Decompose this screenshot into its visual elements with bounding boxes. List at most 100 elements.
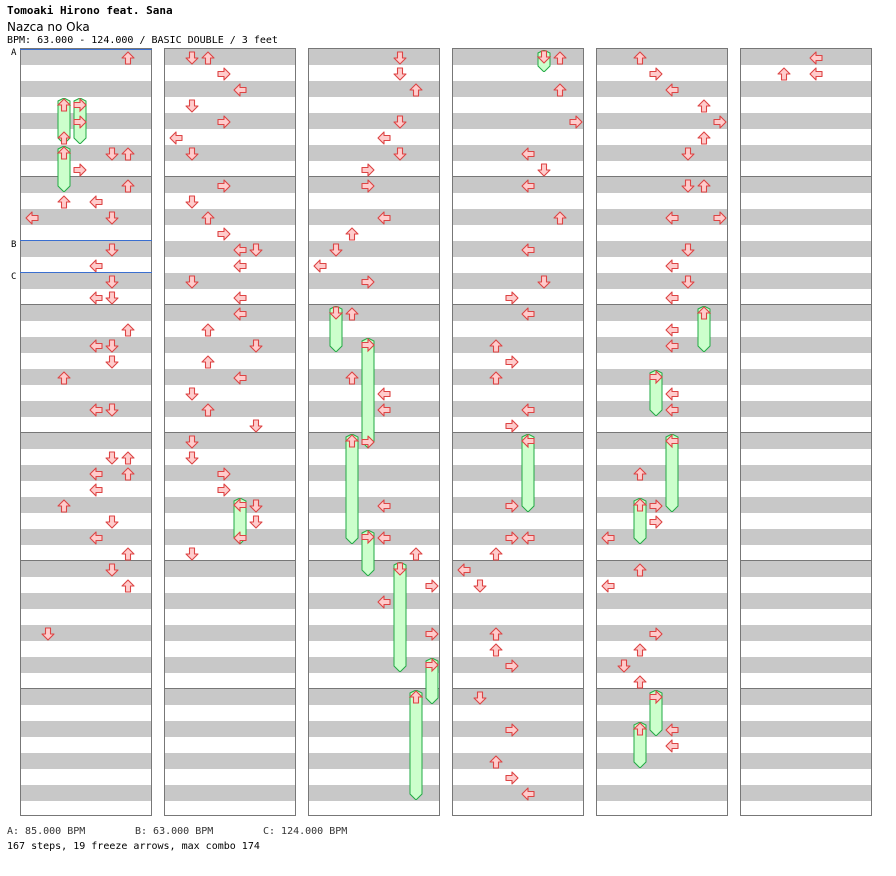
up-arrow-icon (633, 642, 647, 657)
freeze-arrow (536, 49, 552, 73)
up-arrow-icon (201, 354, 215, 369)
up-arrow-icon (57, 498, 71, 513)
right-arrow-icon (361, 274, 375, 289)
left-arrow-icon (521, 146, 535, 161)
down-arrow-icon (185, 274, 199, 289)
step-summary: 167 steps, 19 freeze arrows, max combo 1… (7, 841, 260, 852)
down-arrow-icon (185, 194, 199, 209)
up-arrow-icon (121, 466, 135, 481)
measure-line (741, 560, 871, 561)
down-arrow-icon (249, 242, 263, 257)
right-arrow-icon (649, 514, 663, 529)
song-title: Nazca no Oka (7, 20, 90, 34)
down-arrow-icon (537, 162, 551, 177)
right-arrow-icon (505, 290, 519, 305)
left-arrow-icon (601, 530, 615, 545)
up-arrow-icon (489, 626, 503, 641)
right-arrow-icon (361, 434, 375, 449)
down-arrow-icon (105, 354, 119, 369)
down-arrow-icon (185, 50, 199, 65)
section-line (20, 272, 152, 273)
up-arrow-icon (57, 194, 71, 209)
down-arrow-icon (105, 242, 119, 257)
right-arrow-icon (217, 66, 231, 81)
left-arrow-icon (89, 482, 103, 497)
up-arrow-icon (121, 322, 135, 337)
left-arrow-icon (809, 50, 823, 65)
up-arrow-icon (553, 82, 567, 97)
up-arrow-icon (409, 546, 423, 561)
bpm-c-label: C: 124.000 BPM (263, 826, 348, 837)
up-arrow-icon (409, 82, 423, 97)
measure-line (21, 176, 151, 177)
up-arrow-icon (697, 98, 711, 113)
chart-meta: BPM: 63.000 - 124.000 / BASIC DOUBLE / 3… (7, 35, 278, 46)
freeze-arrow (361, 529, 375, 577)
left-arrow-icon (377, 130, 391, 145)
measure-line (21, 688, 151, 689)
measure-line (741, 688, 871, 689)
song-artist: Tomoaki Hirono feat. Sana (7, 4, 173, 17)
chart-column (308, 48, 440, 816)
left-arrow-icon (89, 402, 103, 417)
down-arrow-icon (105, 210, 119, 225)
chart-column (740, 48, 872, 816)
right-arrow-icon (505, 418, 519, 433)
freeze-arrow (425, 657, 439, 705)
measure-line (309, 688, 439, 689)
measure-line (309, 176, 439, 177)
down-arrow-icon (249, 498, 263, 513)
measure-line (597, 560, 727, 561)
right-arrow-icon (569, 114, 583, 129)
left-arrow-icon (377, 402, 391, 417)
measure-line (597, 688, 727, 689)
measure-line (741, 432, 871, 433)
left-arrow-icon (665, 738, 679, 753)
left-arrow-icon (665, 386, 679, 401)
up-arrow-icon (201, 50, 215, 65)
bpm-legend: A: 85.000 BPM B: 63.000 BPM C: 124.000 BPM (7, 826, 347, 837)
up-arrow-icon (697, 178, 711, 193)
left-arrow-icon (25, 210, 39, 225)
freeze-arrow (632, 497, 648, 545)
up-arrow-icon (777, 66, 791, 81)
left-arrow-icon (377, 498, 391, 513)
up-arrow-icon (489, 754, 503, 769)
down-arrow-icon (473, 578, 487, 593)
measure-line (21, 560, 151, 561)
measure-line (453, 688, 583, 689)
up-arrow-icon (121, 178, 135, 193)
measure-line (597, 176, 727, 177)
right-arrow-icon (425, 626, 439, 641)
left-arrow-icon (233, 306, 247, 321)
down-arrow-icon (393, 66, 407, 81)
right-arrow-icon (649, 498, 663, 513)
up-arrow-icon (489, 642, 503, 657)
right-arrow-icon (425, 578, 439, 593)
left-arrow-icon (457, 562, 471, 577)
right-arrow-icon (217, 114, 231, 129)
freeze-arrow (696, 305, 712, 353)
up-arrow-icon (697, 130, 711, 145)
right-arrow-icon (217, 466, 231, 481)
measure-line (597, 432, 727, 433)
right-arrow-icon (713, 210, 727, 225)
up-arrow-icon (57, 130, 71, 145)
down-arrow-icon (393, 114, 407, 129)
down-arrow-icon (105, 290, 119, 305)
measure-line (309, 304, 439, 305)
down-arrow-icon (393, 146, 407, 161)
down-arrow-icon (105, 402, 119, 417)
right-arrow-icon (505, 354, 519, 369)
freeze-arrow (392, 561, 408, 673)
left-arrow-icon (377, 530, 391, 545)
measure-line (165, 432, 295, 433)
left-arrow-icon (89, 466, 103, 481)
section-marker: C (11, 272, 17, 282)
right-arrow-icon (217, 226, 231, 241)
up-arrow-icon (121, 546, 135, 561)
up-arrow-icon (553, 50, 567, 65)
freeze-arrow (665, 433, 679, 513)
down-arrow-icon (185, 450, 199, 465)
left-arrow-icon (665, 722, 679, 737)
